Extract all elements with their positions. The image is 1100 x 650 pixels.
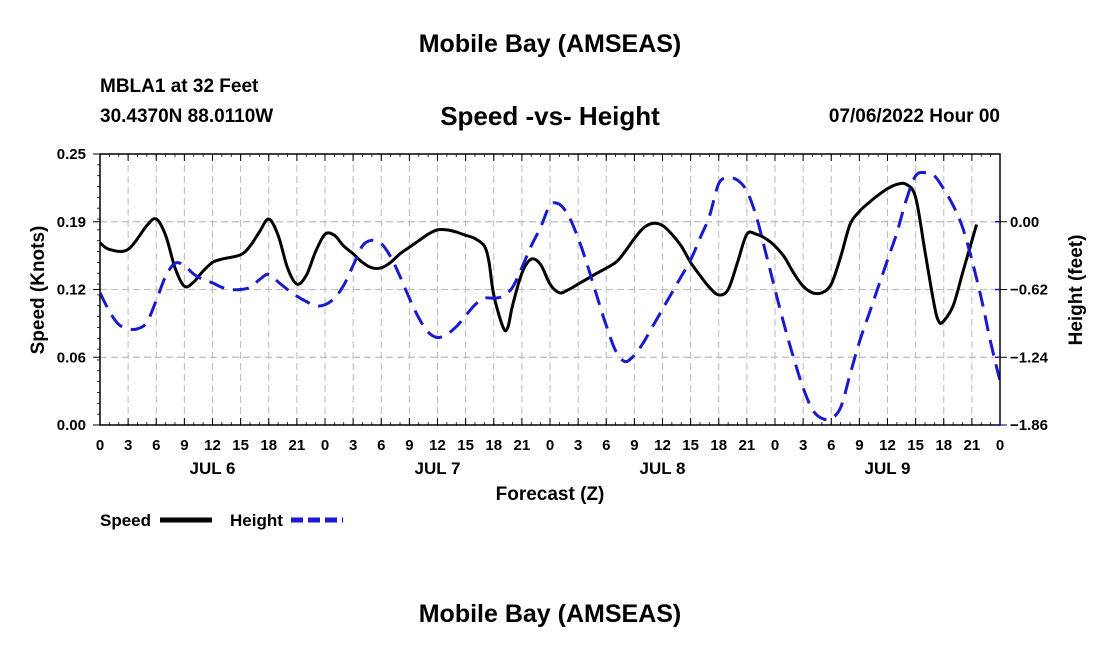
- x-tick-label: 6: [827, 437, 835, 454]
- x-axis-title: Forecast (Z): [496, 484, 605, 505]
- x-tick-label: 15: [907, 437, 924, 454]
- legend-height-label: Height: [230, 511, 283, 530]
- x-tick-label: 15: [682, 437, 699, 454]
- x-tick-label: 18: [260, 437, 277, 454]
- x-tick-label: 0: [321, 437, 329, 454]
- coordinates-label: 30.4370N 88.0110W: [100, 106, 274, 127]
- y-axis-right-title: Height (feet): [1066, 235, 1087, 346]
- y-left-tick-label: 0.00: [57, 417, 86, 434]
- axis-labels: 0 3 6 9 12 15 18 21 0 3 6 9 12 15 18 21 0 3 6 9 12 15 18 21 0 3 6 9…: [57, 146, 1049, 478]
- x-tick-label: 21: [289, 437, 306, 454]
- speed-series-line: [100, 181, 979, 333]
- axis-ticks: [93, 153, 1007, 426]
- x-tick-label: 12: [879, 437, 896, 454]
- x-tick-label: 21: [964, 437, 981, 454]
- y-left-tick-label: 0.12: [57, 282, 86, 299]
- y-right-tick-label: −1.24: [1010, 349, 1049, 366]
- x-tick-label: 3: [349, 437, 357, 454]
- x-tick-label: 0: [546, 437, 554, 454]
- x-tick-label: 18: [935, 437, 952, 454]
- day-label: JUL 7: [415, 459, 461, 478]
- x-tick-label: 12: [204, 437, 221, 454]
- day-label: JUL 9: [865, 459, 911, 478]
- y-right-tick-label: −1.86: [1010, 417, 1048, 434]
- series-lines: [100, 170, 1000, 422]
- x-tick-label: 12: [429, 437, 446, 454]
- x-tick-label: 6: [377, 437, 385, 454]
- y-left-tick-label: 0.19: [57, 214, 86, 231]
- y-right-tick-label: 0.00: [1010, 214, 1039, 231]
- y-axis-left-title: Speed (Knots): [28, 226, 49, 355]
- x-tick-label: 0: [771, 437, 779, 454]
- x-tick-label: 9: [405, 437, 413, 454]
- y-left-tick-label: 0.06: [57, 349, 86, 366]
- x-tick-label: 9: [630, 437, 638, 454]
- chart-main-title: Mobile Bay (AMSEAS): [418, 30, 682, 58]
- x-tick-label: 3: [574, 437, 582, 454]
- x-tick-label: 12: [654, 437, 671, 454]
- forecast-datetime: 07/06/2022 Hour 00: [828, 106, 1000, 127]
- x-tick-label: 0: [96, 437, 104, 454]
- height-series-line: [100, 170, 1000, 422]
- x-tick-label: 18: [710, 437, 727, 454]
- x-tick-label: 6: [152, 437, 160, 454]
- y-left-tick-label: 0.25: [57, 146, 86, 163]
- x-tick-label: 0: [996, 437, 1004, 454]
- x-tick-label: 21: [739, 437, 756, 454]
- bottom-repeated-title: Mobile Bay (AMSEAS): [418, 600, 682, 628]
- x-tick-label: 3: [799, 437, 807, 454]
- day-label: JUL 8: [640, 459, 686, 478]
- x-tick-label: 21: [514, 437, 531, 454]
- chart-subtitle: Speed -vs- Height: [440, 101, 660, 131]
- x-tick-label: 18: [485, 437, 502, 454]
- x-tick-label: 3: [124, 437, 132, 454]
- x-tick-label: 6: [602, 437, 610, 454]
- y-right-tick-label: −0.62: [1010, 282, 1048, 299]
- x-tick-label: 9: [180, 437, 188, 454]
- legend-speed-label: Speed: [100, 511, 151, 530]
- x-tick-label: 15: [232, 437, 249, 454]
- day-label: JUL 6: [190, 459, 236, 478]
- x-tick-label: 15: [457, 437, 474, 454]
- legend: Speed Height: [100, 511, 343, 530]
- x-tick-label: 9: [855, 437, 863, 454]
- station-label: MBLA1 at 32 Feet: [100, 76, 259, 97]
